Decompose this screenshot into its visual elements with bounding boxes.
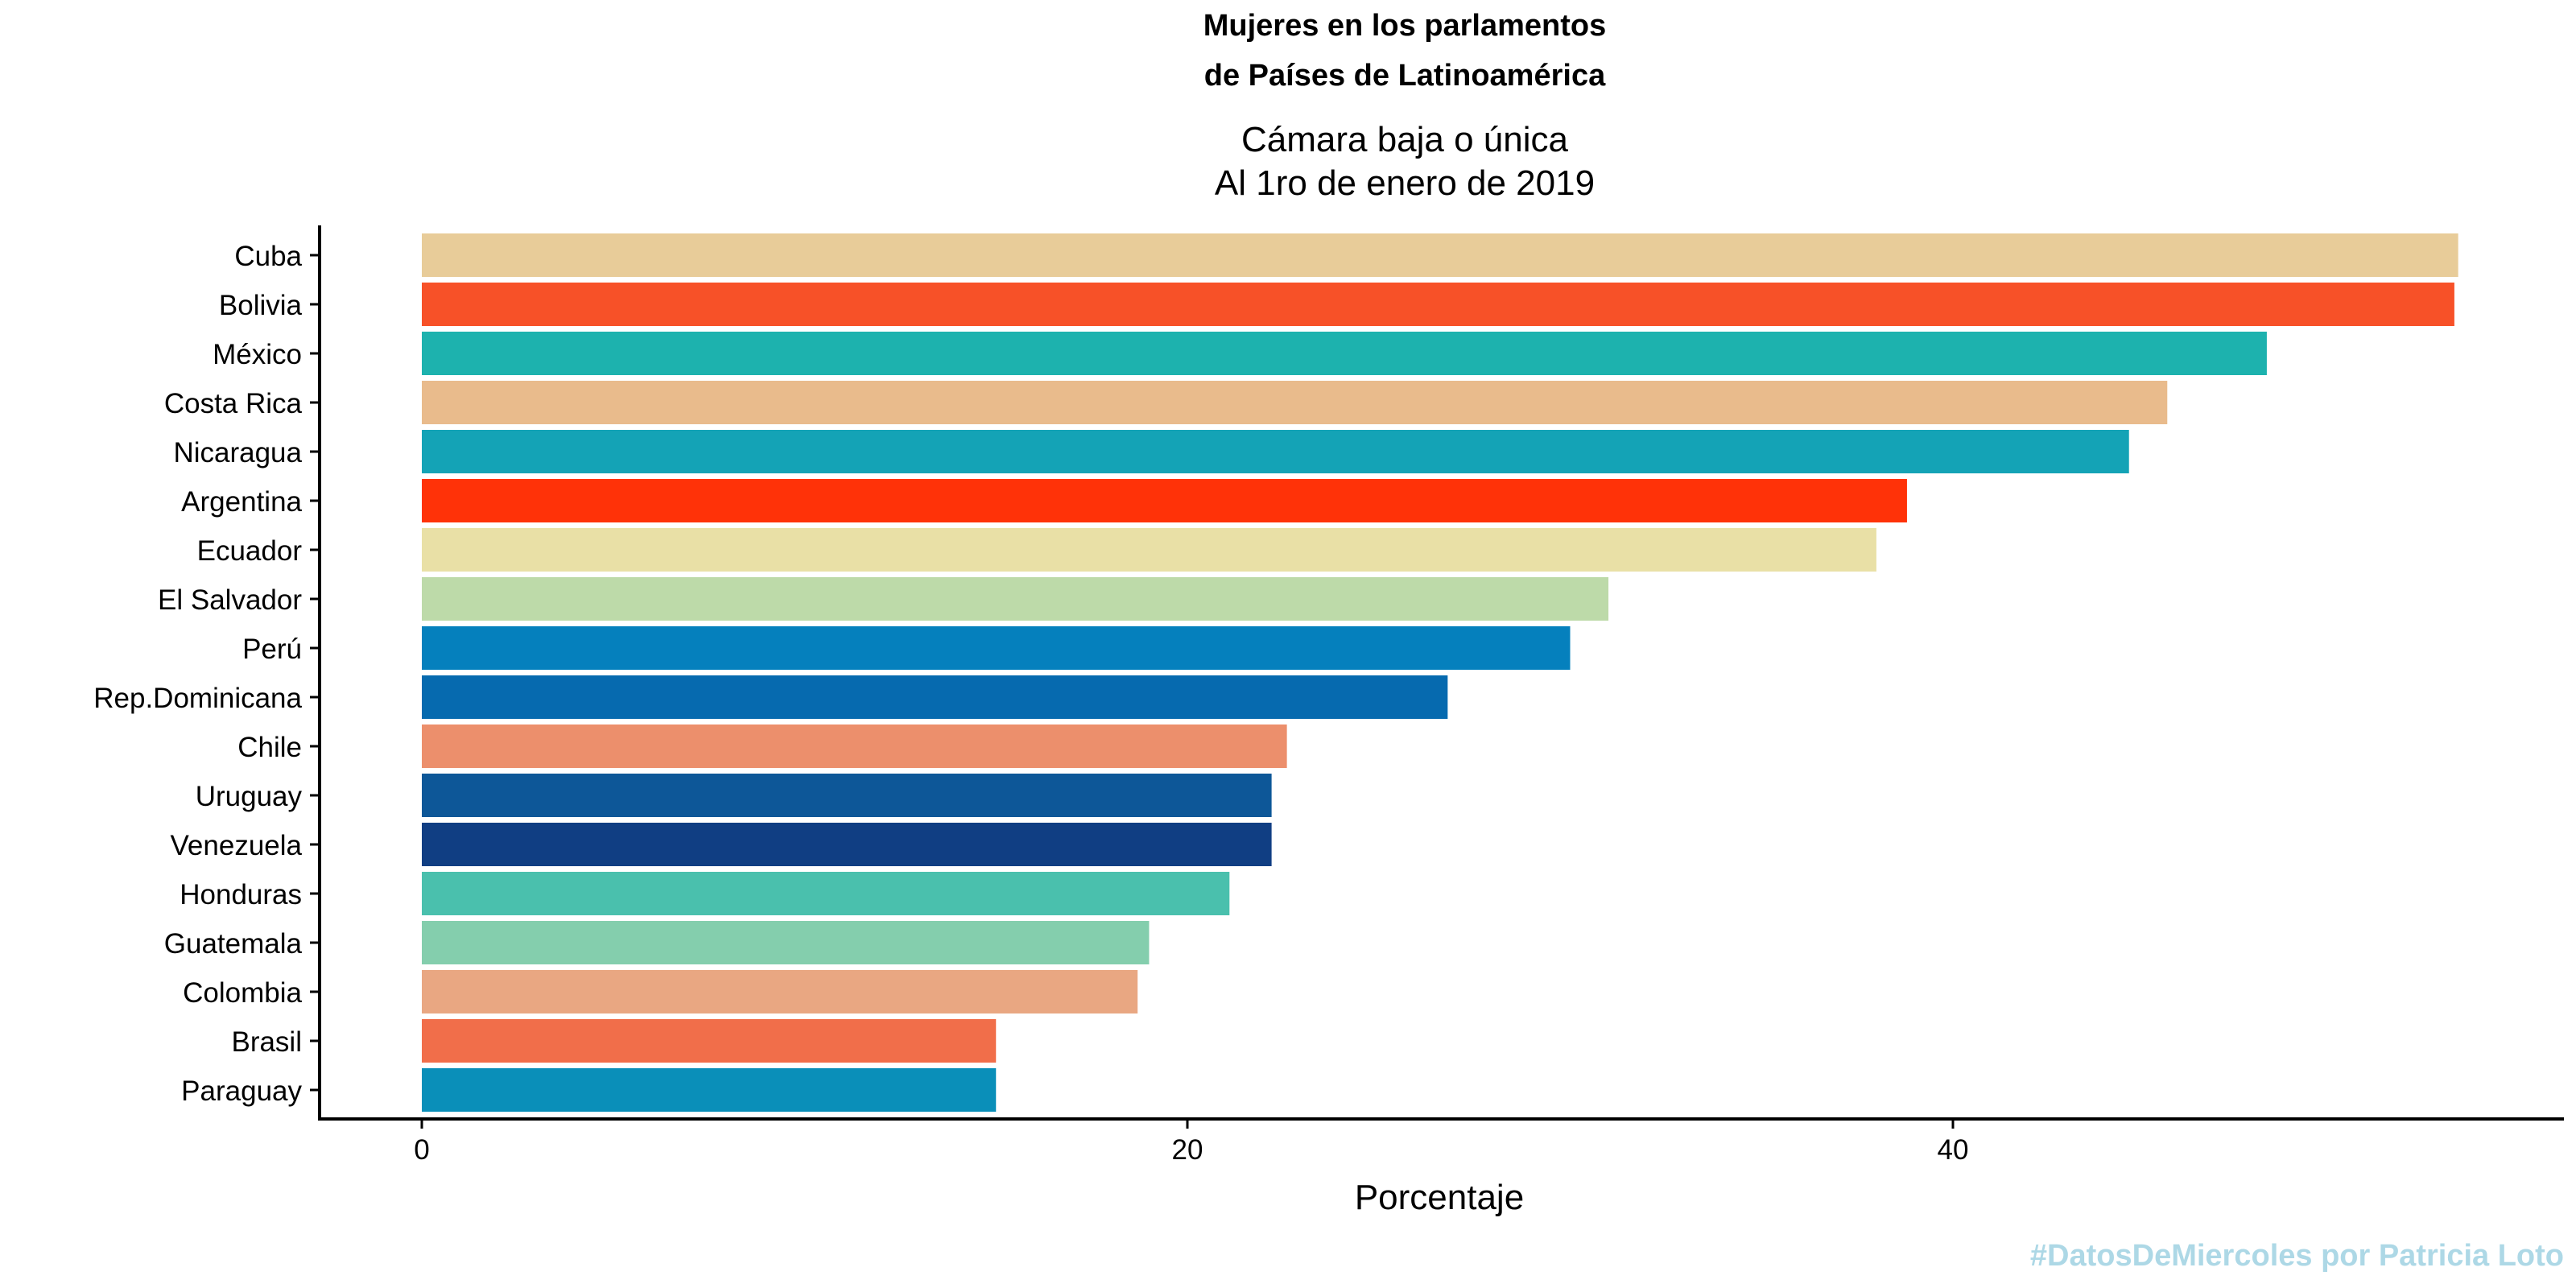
y-tick-label-rep-dominicana: Rep.Dominicana bbox=[93, 683, 302, 714]
bar-paraguay bbox=[422, 1068, 997, 1112]
bar-el-salvador bbox=[422, 577, 1609, 621]
chart-subtitle-line-1: Cámara baja o única bbox=[1241, 120, 1569, 159]
y-tick-label-costa-rica: Costa Rica bbox=[164, 388, 303, 419]
y-tick-label-paraguay: Paraguay bbox=[181, 1075, 302, 1107]
y-tick-label-brasil: Brasil bbox=[231, 1026, 302, 1058]
y-tick-label-honduras: Honduras bbox=[180, 879, 302, 910]
y-tick-label-el-salvador: El Salvador bbox=[158, 584, 302, 616]
x-axis-ticks: 0 20 40 bbox=[414, 1119, 1968, 1166]
y-tick-label-argentina: Argentina bbox=[181, 486, 302, 518]
bar-peru bbox=[422, 626, 1571, 670]
chart-title-line-1: Mujeres en los parlamentos bbox=[1203, 9, 1607, 43]
y-tick-label-colombia: Colombia bbox=[183, 977, 302, 1009]
y-tick-label-cuba: Cuba bbox=[234, 241, 302, 272]
y-tick-label-chile: Chile bbox=[237, 732, 302, 763]
y-tick-label-nicaragua: Nicaragua bbox=[173, 437, 302, 469]
bar-argentina bbox=[422, 479, 1907, 522]
y-tick-label-bolivia: Bolivia bbox=[219, 290, 303, 321]
y-tick-label-peru: Perú bbox=[242, 634, 302, 665]
x-tick-label-40: 40 bbox=[1938, 1134, 1969, 1166]
chart-subtitle-line-2: Al 1ro de enero de 2019 bbox=[1215, 163, 1595, 203]
bar-bolivia bbox=[422, 283, 2454, 326]
chart-title-line-2: de Países de Latinoamérica bbox=[1204, 59, 1606, 93]
bar-honduras bbox=[422, 872, 1230, 915]
x-axis-title: Porcentaje bbox=[1355, 1178, 1524, 1217]
y-tick-label-venezuela: Venezuela bbox=[171, 830, 303, 861]
y-tick-label-uruguay: Uruguay bbox=[196, 781, 303, 812]
chart-caption: #DatosDeMiercoles por Patricia Loto bbox=[2030, 1239, 2564, 1273]
bar-mexico bbox=[422, 332, 2267, 375]
x-tick-label-0: 0 bbox=[414, 1134, 429, 1166]
bar-rep-dominicana bbox=[422, 675, 1448, 719]
bar-colombia bbox=[422, 970, 1138, 1013]
bar-chile bbox=[422, 724, 1287, 768]
bar-cuba bbox=[422, 233, 2458, 277]
y-tick-label-guatemala: Guatemala bbox=[164, 928, 303, 960]
bar-brasil bbox=[422, 1019, 997, 1063]
bar-uruguay bbox=[422, 774, 1272, 817]
bar-nicaragua bbox=[422, 430, 2129, 473]
bar-costa-rica bbox=[422, 381, 2168, 424]
bar-ecuador bbox=[422, 528, 1876, 572]
bar-venezuela bbox=[422, 823, 1272, 866]
x-tick-label-20: 20 bbox=[1172, 1134, 1203, 1166]
y-tick-label-mexico: México bbox=[213, 339, 302, 370]
bar-guatemala bbox=[422, 921, 1150, 964]
y-axis-labels: Cuba Bolivia México Costa Rica Nicaragua Arge… bbox=[93, 241, 302, 1107]
bars bbox=[422, 233, 2458, 1112]
y-tick-label-ecuador: Ecuador bbox=[197, 535, 303, 567]
